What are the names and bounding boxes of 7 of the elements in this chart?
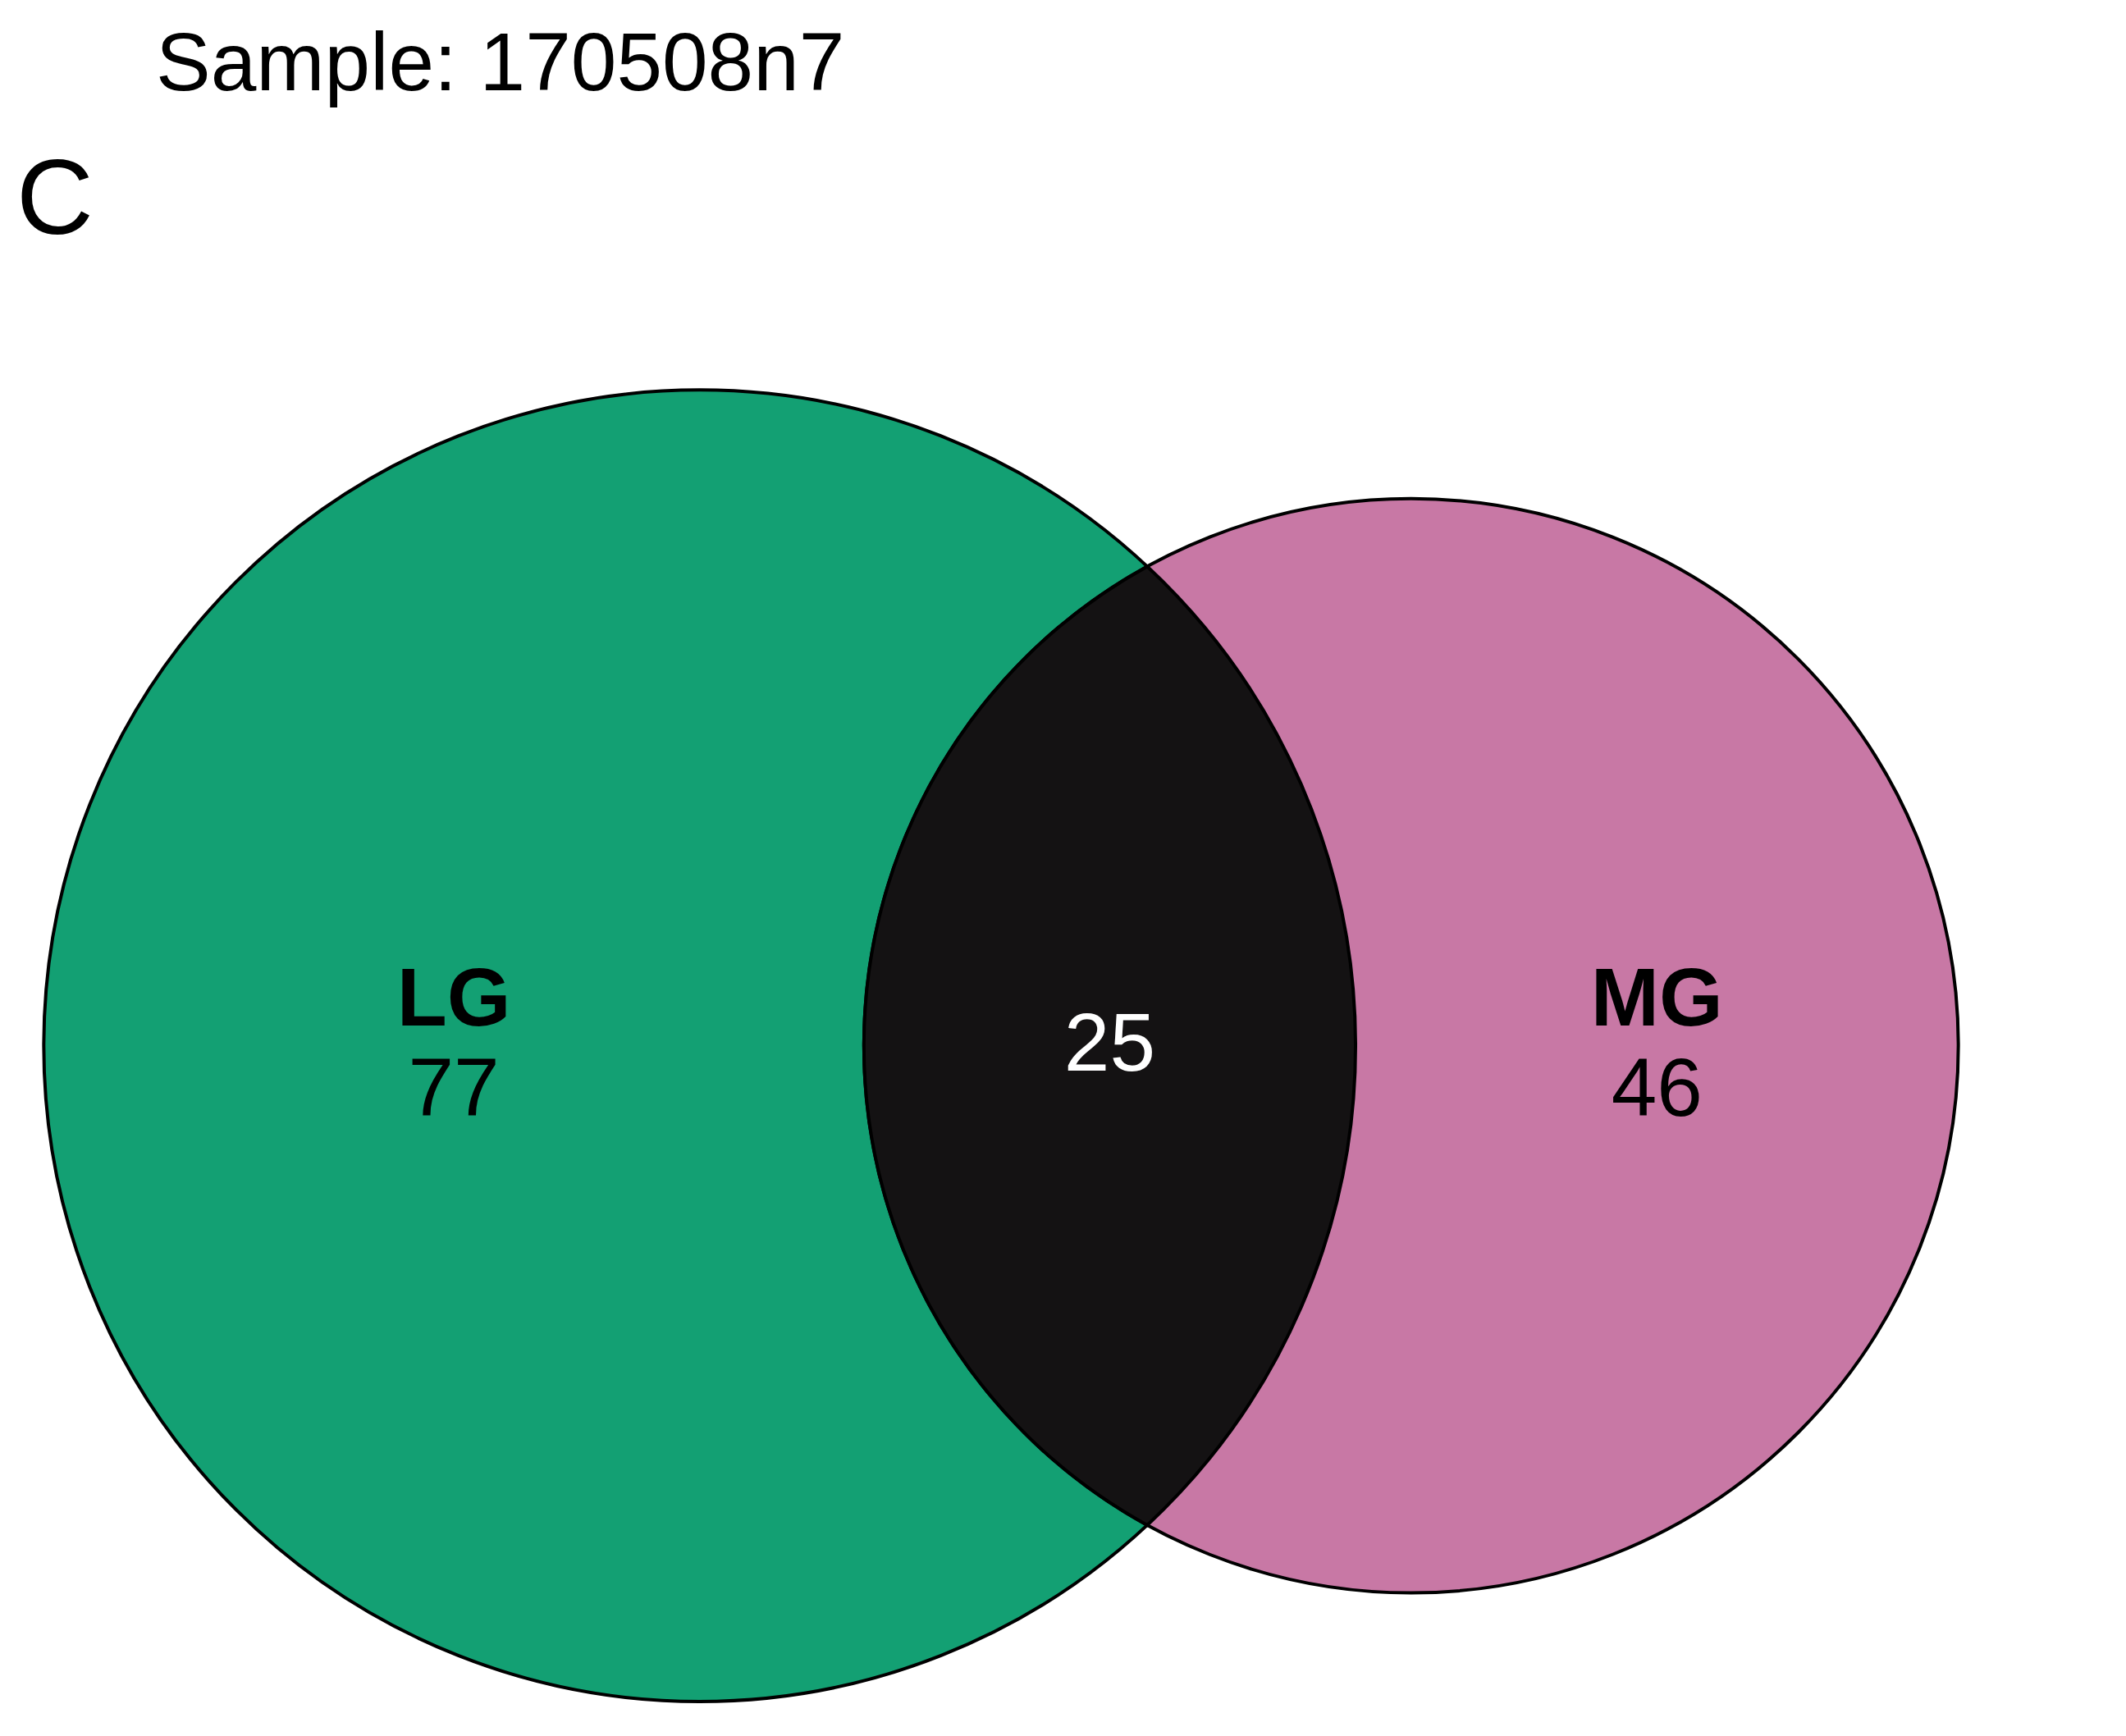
- category-label: LG: [396, 950, 511, 1043]
- data-label: 77: [408, 1040, 500, 1133]
- data-label: 25: [1063, 995, 1156, 1088]
- text: C: [16, 137, 94, 257]
- data-label: 46: [1611, 1040, 1703, 1133]
- category-label: MG: [1590, 950, 1723, 1043]
- text: Sample: 170508n7: [156, 16, 845, 107]
